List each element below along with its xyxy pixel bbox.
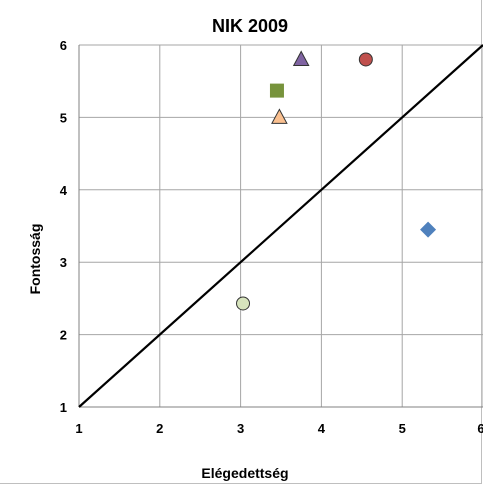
data-point-circle	[236, 296, 251, 311]
reference-line-layer	[78, 44, 483, 408]
tick-labels: 1 2 3 4 5 6 1 2 3 4 5 6	[60, 38, 483, 436]
y-tick-label: 6	[60, 38, 67, 53]
reference-line	[78, 44, 483, 408]
y-tick-label: 2	[60, 328, 67, 343]
y-tick-label: 4	[60, 183, 68, 198]
grid-layer	[78, 44, 483, 408]
x-tick-label: 4	[318, 421, 326, 436]
y-tick-label: 1	[60, 400, 67, 415]
y-tick-label: 3	[60, 255, 67, 270]
data-point-diamond	[420, 221, 437, 238]
x-tick-label: 1	[75, 421, 82, 436]
data-point-triangle	[292, 50, 310, 66]
data-point-circle	[358, 52, 373, 67]
y-tick-label: 5	[60, 110, 67, 125]
data-point-square	[269, 83, 284, 98]
y-axis-title: Fontosság	[27, 224, 43, 295]
x-tick-label: 5	[399, 421, 406, 436]
x-tick-label: 2	[156, 421, 163, 436]
x-tick-label: 6	[477, 421, 483, 436]
chart-title: NIK 2009	[212, 16, 288, 36]
x-axis-title: Elégedettség	[201, 465, 288, 481]
data-point-triangle	[271, 108, 288, 124]
x-tick-label: 3	[237, 421, 244, 436]
points-layer	[236, 50, 437, 311]
